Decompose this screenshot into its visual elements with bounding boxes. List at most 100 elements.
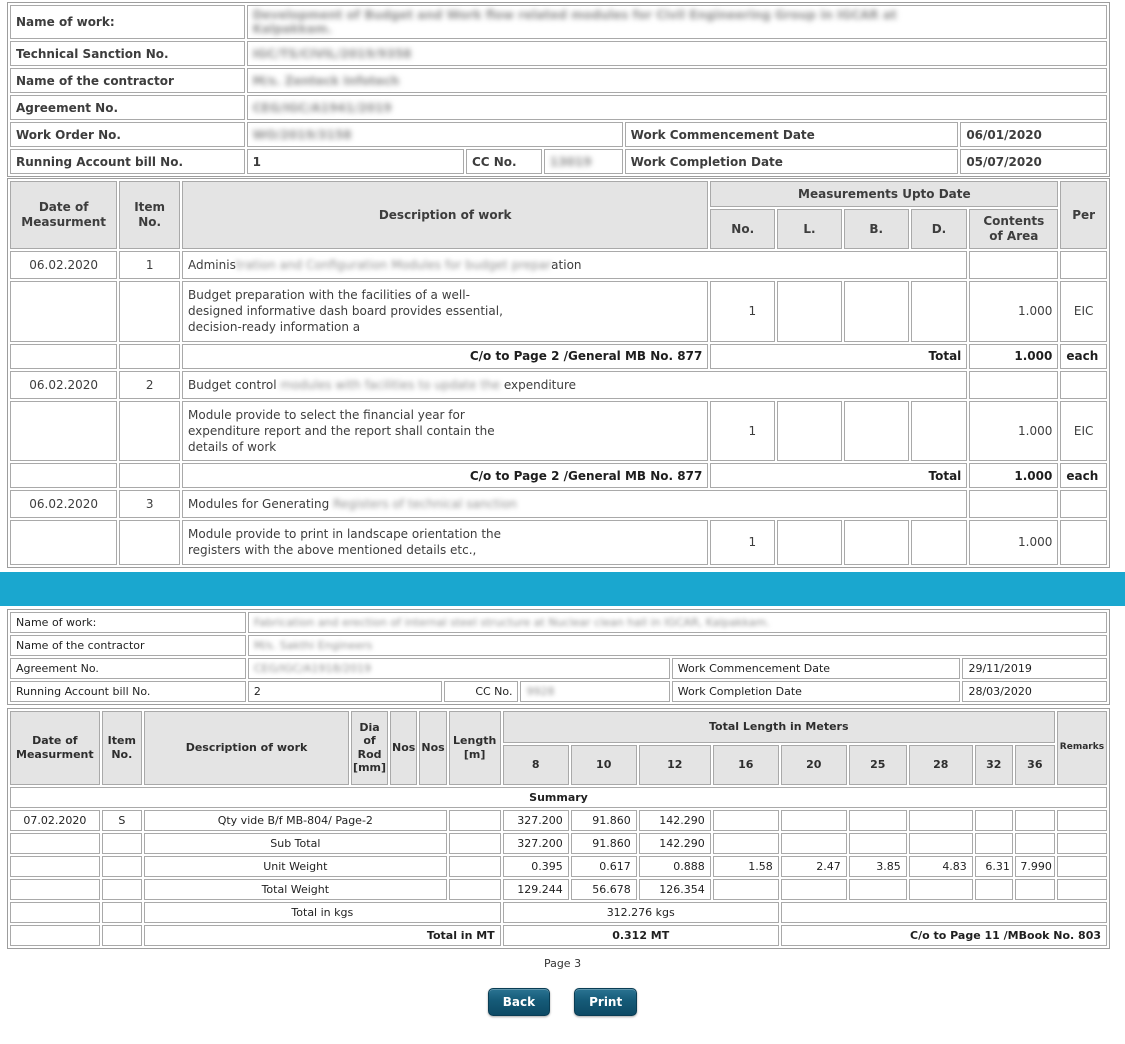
info-row-name-of-work: Name of work: Fabrication and erection o… — [10, 611, 1107, 633]
col-size-36: 36 — [1014, 744, 1055, 785]
carry-forward-note: C/o to Page 2 /General MB No. 877 — [182, 463, 709, 489]
row-label: Sub Total — [143, 832, 447, 854]
item3-measurement-row: Module provide to print in landscape ori… — [10, 520, 1107, 565]
item3-title-row: 06.02.2020 3 Modules for Generating Regi… — [10, 490, 1107, 519]
col-b: B. — [843, 209, 909, 249]
contractor-value: M/s. Zenteck Infotech — [246, 68, 1107, 93]
value-12: 142.290 — [638, 809, 711, 831]
col-date-of-measurment: Date of Measurment — [10, 181, 118, 249]
info-row-contractor: Name of the contractor M/s. Sakthi Engin… — [10, 634, 1107, 656]
contents-value: 1.000 — [969, 281, 1059, 342]
doc2-header-row-1: Date of Measurment Item No. Description … — [10, 710, 1107, 785]
col-size-32: 32 — [974, 744, 1013, 785]
total-kgs-row: Total in kgs 312.276 kgs — [10, 901, 1107, 923]
col-item-no: Item No. — [101, 710, 142, 785]
col-size-10: 10 — [570, 744, 637, 785]
total-per: each — [1060, 343, 1107, 369]
ra-bill-label: Running Account bill No. — [10, 149, 245, 174]
page-number-label: Page 3 — [543, 956, 582, 970]
footer-button-row: Back Print — [0, 987, 1125, 1026]
total-value: 1.000 — [969, 463, 1059, 489]
name-of-work-label: Name of work: — [10, 5, 245, 39]
item-number: 3 — [119, 490, 180, 519]
item2-title-row: 06.02.2020 2 Budget control modules with… — [10, 370, 1107, 399]
col-remarks: Remarks — [1056, 710, 1107, 785]
ra-bill-value: 1 — [246, 149, 464, 174]
agreement-label: Agreement No. — [10, 95, 245, 120]
measurement-date: 06.02.2020 — [10, 370, 118, 399]
row-label: Qty vide B/f MB-804/ Page-2 — [143, 809, 447, 831]
unit-weight-8: 0.395 — [502, 855, 569, 877]
doc1-header-row-2: No. L. B. D. Contents of Area — [10, 209, 1107, 249]
contractor-value: M/s. Sakthi Engineers — [247, 634, 1107, 656]
info-row-agreement: Agreement No. CEG/IGC/A1918/2019 Work Co… — [10, 657, 1107, 679]
col-size-25: 25 — [848, 744, 907, 785]
item-number: S — [101, 809, 142, 831]
contents-value: 1.000 — [969, 520, 1059, 565]
col-size-8: 8 — [502, 744, 569, 785]
item-number: 1 — [119, 251, 180, 279]
item-title: Budget control modules with facilities t… — [182, 370, 968, 399]
doc1-info-table: Name of work: Development of Budget and … — [7, 2, 1110, 177]
measurement-book-page-1: Name of work: Development of Budget and … — [7, 2, 1110, 568]
col-group-total-length-in-meters: Total Length in Meters — [502, 710, 1055, 743]
cc-no-value: 13019 — [543, 149, 623, 174]
col-length-m: Length [m] — [448, 710, 501, 785]
value-12: 142.290 — [638, 832, 711, 854]
col-group-measurements-upto-date: Measurements Upto Date — [710, 181, 1059, 207]
col-d: D. — [910, 209, 968, 249]
value-8: 129.244 — [502, 878, 569, 900]
value-10: 91.860 — [570, 809, 637, 831]
col-item-no: Item No. — [119, 181, 180, 249]
section-divider-band — [0, 571, 1125, 606]
carry-forward-note: C/o to Page 11 /MBook No. 803 — [780, 924, 1107, 946]
col-size-20: 20 — [780, 744, 847, 785]
total-value: 1.000 — [969, 343, 1059, 369]
name-of-work-value: Development of Budget and Work flow rela… — [246, 5, 1107, 39]
info-row-agreement: Agreement No. CEG/IGC/A1941/2019 — [10, 95, 1107, 120]
unit-weight-28: 4.83 — [908, 855, 973, 877]
col-no: No. — [710, 209, 776, 249]
doc1-measurement-table: Date of Measurment Item No. Description … — [7, 178, 1110, 568]
item1-total-row: C/o to Page 2 /General MB No. 877 Total … — [10, 343, 1107, 369]
col-l: L. — [777, 209, 842, 249]
doc2-header-row-2: 8 10 12 16 20 25 28 32 36 — [10, 744, 1107, 785]
qty-bf-row: 07.02.2020 S Qty vide B/f MB-804/ Page-2… — [10, 809, 1107, 831]
total-label: Total — [710, 343, 968, 369]
info-row-contractor: Name of the contractor M/s. Zenteck Info… — [10, 68, 1107, 93]
work-order-label: Work Order No. — [10, 122, 245, 147]
technical-sanction-value: IGC/TS/CIVIL/2019/9358 — [246, 41, 1107, 66]
per-value — [1060, 520, 1107, 565]
total-kgs-value: 312.276 kgs — [502, 901, 779, 923]
per-value: EIC — [1060, 281, 1107, 342]
measurement-book-page-2: Name of work: Fabrication and erection o… — [0, 608, 1125, 1026]
qty-no: 1 — [710, 400, 776, 462]
item-description: Module provide to select the financial y… — [182, 400, 709, 462]
item-title: Administration and Configuration Modules… — [182, 251, 968, 279]
item2-total-row: C/o to Page 2 /General MB No. 877 Total … — [10, 463, 1107, 489]
unit-weight-10: 0.617 — [570, 855, 637, 877]
info-row-technical-sanction: Technical Sanction No. IGC/TS/CIVIL/2019… — [10, 41, 1107, 66]
col-size-12: 12 — [638, 744, 711, 785]
info-row-ra-bill: Running Account bill No. 1 CC No. 13019 … — [10, 149, 1107, 174]
back-button[interactable]: Back — [487, 987, 551, 1016]
contractor-label: Name of the contractor — [10, 634, 246, 656]
cc-no-label: CC No. — [465, 149, 542, 174]
measurement-date: 06.02.2020 — [10, 251, 118, 279]
doc2-measurement-table: Date of Measurment Item No. Description … — [7, 707, 1110, 949]
doc1-header-row-1: Date of Measurment Item No. Description … — [10, 181, 1107, 249]
item2-measurement-row: Module provide to select the financial y… — [10, 400, 1107, 462]
item-description: Module provide to print in landscape ori… — [182, 520, 709, 565]
agreement-value: CEG/IGC/A1918/2019 — [247, 657, 670, 679]
name-of-work-label: Name of work: — [10, 611, 246, 633]
measurement-date: 06.02.2020 — [10, 490, 118, 519]
commencement-date-value: 29/11/2019 — [962, 657, 1107, 679]
work-order-value: WO/2019/3158 — [246, 122, 623, 147]
unit-weight-25: 3.85 — [848, 855, 907, 877]
info-row-work-order: Work Order No. WO/2019/3158 Work Commenc… — [10, 122, 1107, 147]
item1-title-row: 06.02.2020 1 Administration and Configur… — [10, 251, 1107, 279]
print-button[interactable]: Print — [574, 987, 638, 1016]
unit-weight-12: 0.888 — [638, 855, 711, 877]
carry-forward-note: C/o to Page 2 /General MB No. 877 — [182, 343, 709, 369]
col-size-16: 16 — [712, 744, 779, 785]
